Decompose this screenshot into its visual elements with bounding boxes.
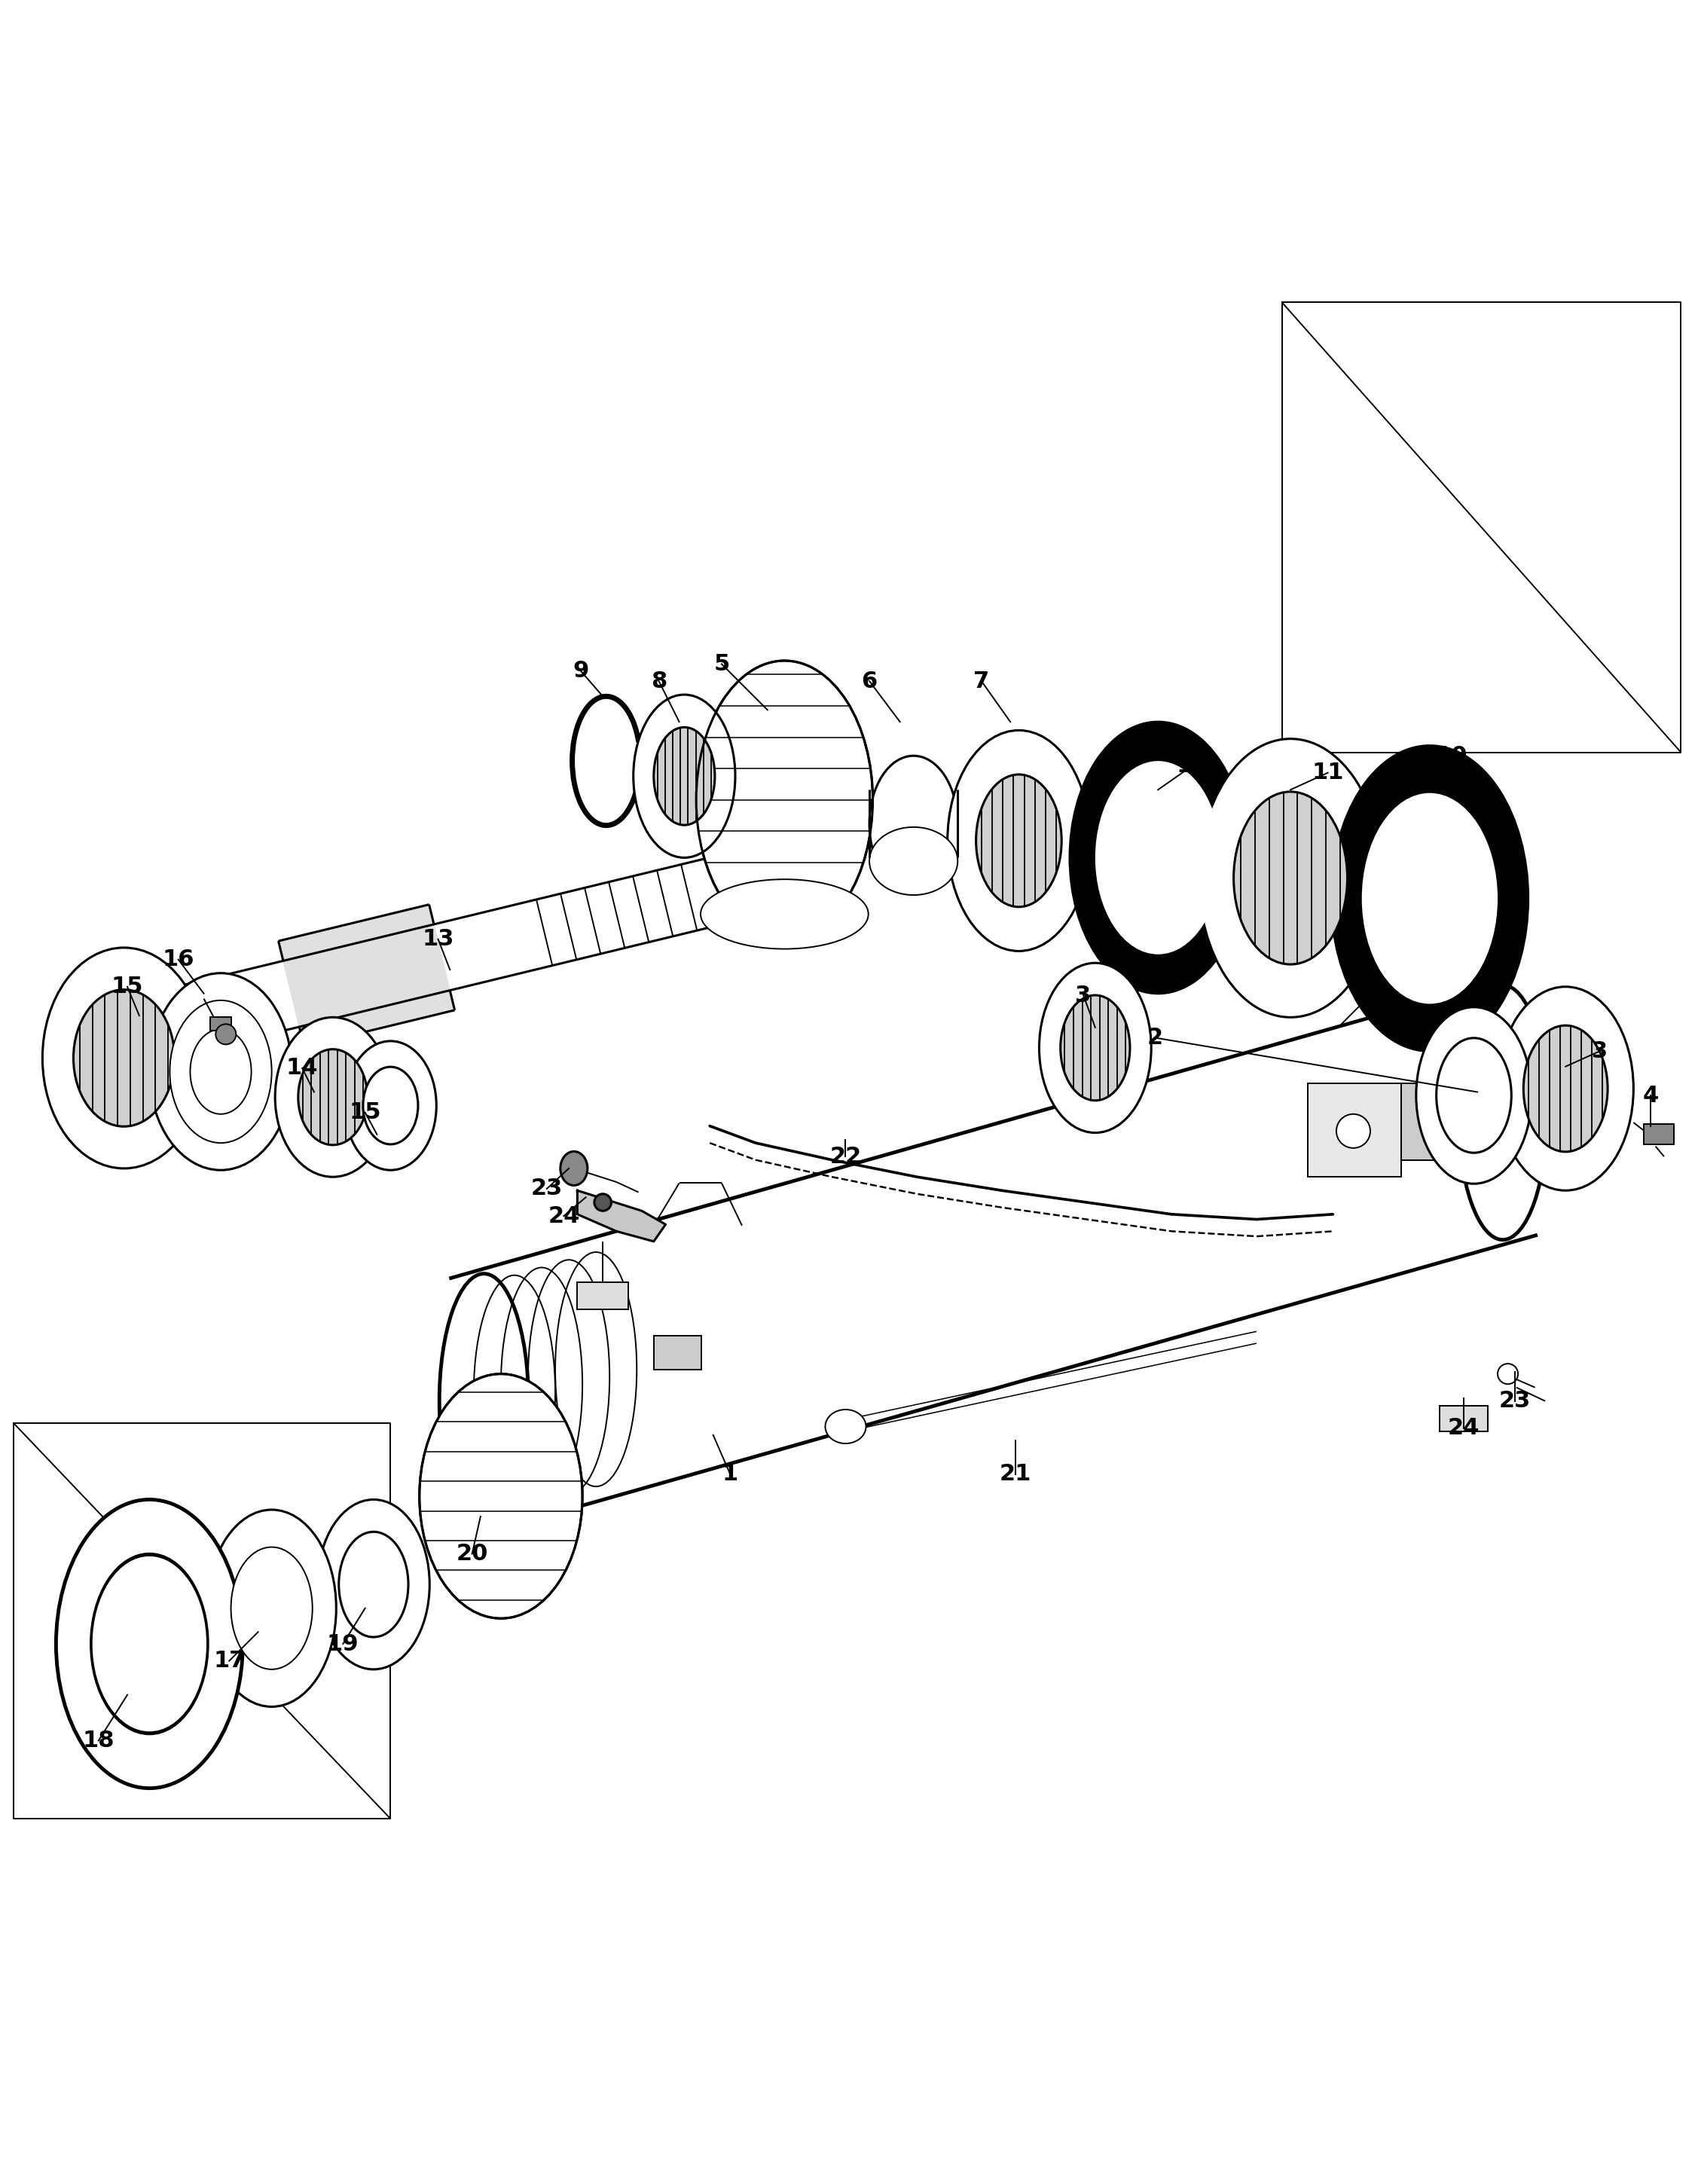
Ellipse shape <box>1459 985 1547 1241</box>
Bar <box>1644 1125 1674 1144</box>
Ellipse shape <box>92 1555 207 1732</box>
Text: 20: 20 <box>457 1542 487 1564</box>
Bar <box>211 1018 231 1031</box>
Ellipse shape <box>869 756 958 891</box>
Text: 7: 7 <box>973 670 990 692</box>
Text: 3: 3 <box>1591 1040 1608 1061</box>
Ellipse shape <box>149 974 292 1171</box>
Ellipse shape <box>170 1000 272 1142</box>
Ellipse shape <box>696 662 873 939</box>
Text: 11: 11 <box>1313 762 1343 784</box>
Ellipse shape <box>1070 723 1246 994</box>
Text: 19: 19 <box>328 1634 358 1655</box>
Text: 8: 8 <box>650 670 667 692</box>
Text: 12: 12 <box>1177 756 1207 778</box>
Text: 24: 24 <box>1448 1417 1479 1439</box>
Ellipse shape <box>233 1548 311 1666</box>
Ellipse shape <box>1331 745 1528 1051</box>
Ellipse shape <box>299 1048 367 1144</box>
Polygon shape <box>102 858 722 1070</box>
Ellipse shape <box>947 729 1090 950</box>
Ellipse shape <box>178 1013 263 1131</box>
Bar <box>654 1337 701 1369</box>
Ellipse shape <box>340 1531 408 1638</box>
Ellipse shape <box>440 1273 528 1529</box>
Ellipse shape <box>207 1509 336 1706</box>
Ellipse shape <box>560 1151 588 1186</box>
Ellipse shape <box>1523 1026 1608 1151</box>
Ellipse shape <box>345 1042 436 1171</box>
Ellipse shape <box>869 828 958 895</box>
Circle shape <box>1498 1363 1518 1385</box>
Text: 21: 21 <box>1000 1463 1031 1485</box>
Bar <box>1401 1083 1435 1160</box>
Ellipse shape <box>363 1066 418 1144</box>
Text: 23: 23 <box>531 1177 562 1199</box>
Ellipse shape <box>1362 793 1498 1005</box>
Bar <box>1440 1406 1487 1433</box>
Text: 24: 24 <box>548 1206 579 1227</box>
Ellipse shape <box>56 1500 243 1789</box>
Ellipse shape <box>92 1555 207 1734</box>
Bar <box>577 1282 628 1310</box>
Ellipse shape <box>825 1409 866 1444</box>
Bar <box>1307 1083 1401 1177</box>
Ellipse shape <box>1234 793 1347 965</box>
Text: 16: 16 <box>163 948 194 970</box>
Ellipse shape <box>1061 996 1129 1101</box>
Text: 9: 9 <box>572 660 589 681</box>
Text: 15: 15 <box>350 1101 380 1123</box>
Text: 4: 4 <box>1642 1085 1659 1107</box>
Text: 10: 10 <box>1437 745 1467 767</box>
Ellipse shape <box>633 695 735 858</box>
Ellipse shape <box>419 1374 582 1618</box>
Polygon shape <box>1282 301 1681 751</box>
Text: 3: 3 <box>1075 985 1092 1007</box>
Text: 22: 22 <box>830 1147 861 1168</box>
Text: 1: 1 <box>722 1463 739 1485</box>
Ellipse shape <box>1039 963 1151 1133</box>
Polygon shape <box>278 904 455 1046</box>
Ellipse shape <box>1416 1007 1532 1184</box>
Ellipse shape <box>654 727 715 826</box>
Text: 5: 5 <box>713 653 730 675</box>
Ellipse shape <box>976 775 1061 906</box>
Ellipse shape <box>231 1546 312 1669</box>
Text: 23: 23 <box>1499 1391 1530 1413</box>
Ellipse shape <box>275 1018 391 1177</box>
Text: 17: 17 <box>214 1649 245 1671</box>
Ellipse shape <box>318 1500 430 1669</box>
Ellipse shape <box>1095 760 1221 954</box>
Ellipse shape <box>190 1029 251 1114</box>
Ellipse shape <box>73 989 175 1127</box>
Ellipse shape <box>42 948 205 1168</box>
Polygon shape <box>577 1190 666 1241</box>
Text: 18: 18 <box>83 1730 114 1752</box>
Ellipse shape <box>701 880 868 948</box>
Circle shape <box>594 1195 611 1210</box>
Ellipse shape <box>1437 1037 1511 1153</box>
Text: 14: 14 <box>287 1057 318 1079</box>
Circle shape <box>216 1024 236 1044</box>
Ellipse shape <box>1498 987 1633 1190</box>
Text: 13: 13 <box>423 928 453 950</box>
Polygon shape <box>14 1424 391 1819</box>
Text: 15: 15 <box>112 976 143 998</box>
Polygon shape <box>450 989 1537 1524</box>
Ellipse shape <box>1199 738 1382 1018</box>
Circle shape <box>1336 1114 1370 1149</box>
Text: 6: 6 <box>861 670 878 692</box>
Text: 2: 2 <box>1146 1026 1163 1048</box>
